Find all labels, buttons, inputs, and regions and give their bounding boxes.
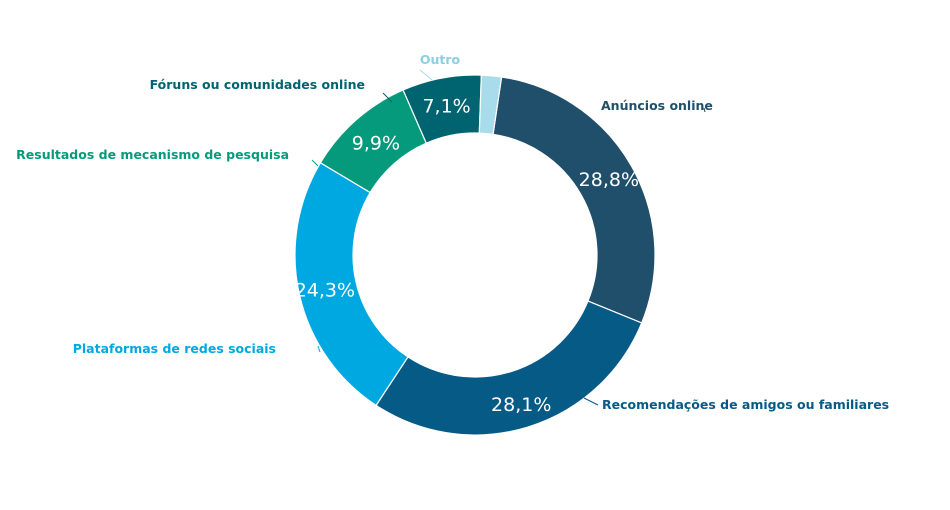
category-label-anuncios-online: Anúncios online (601, 98, 713, 113)
pct-label-redes-sociais: 24,3% (295, 279, 355, 301)
category-label-mecanismo-pesquisa: Resultados de mecanismo de pesquisa (16, 147, 289, 162)
category-label-forums: Fóruns ou comunidades online (150, 77, 365, 92)
category-label-redes-sociais: Plataformas de redes sociais (73, 341, 276, 356)
slice-anuncios-online (492, 76, 656, 324)
pct-label-mecanismo-pesquisa: 9,9% (352, 132, 400, 154)
leader-line-redes-sociais (317, 345, 321, 353)
leader-line-mecanismo-pesquisa (311, 159, 319, 167)
slice-recomendacoes (375, 300, 643, 436)
pct-label-forums: 7,1% (422, 96, 470, 118)
category-label-recomendacoes: Recomendações de amigos ou familiares (602, 397, 889, 412)
leader-line-outro (419, 69, 433, 81)
pct-label-recomendacoes: 28,1% (491, 394, 551, 416)
leader-line-anuncios-online (703, 107, 706, 113)
leader-line-forums (382, 92, 393, 103)
slice-outro (478, 74, 503, 136)
category-label-outro: Outro (420, 52, 461, 67)
pct-label-anuncios-online: 28,8% (579, 169, 639, 191)
leader-line-recomendacoes (583, 397, 599, 406)
